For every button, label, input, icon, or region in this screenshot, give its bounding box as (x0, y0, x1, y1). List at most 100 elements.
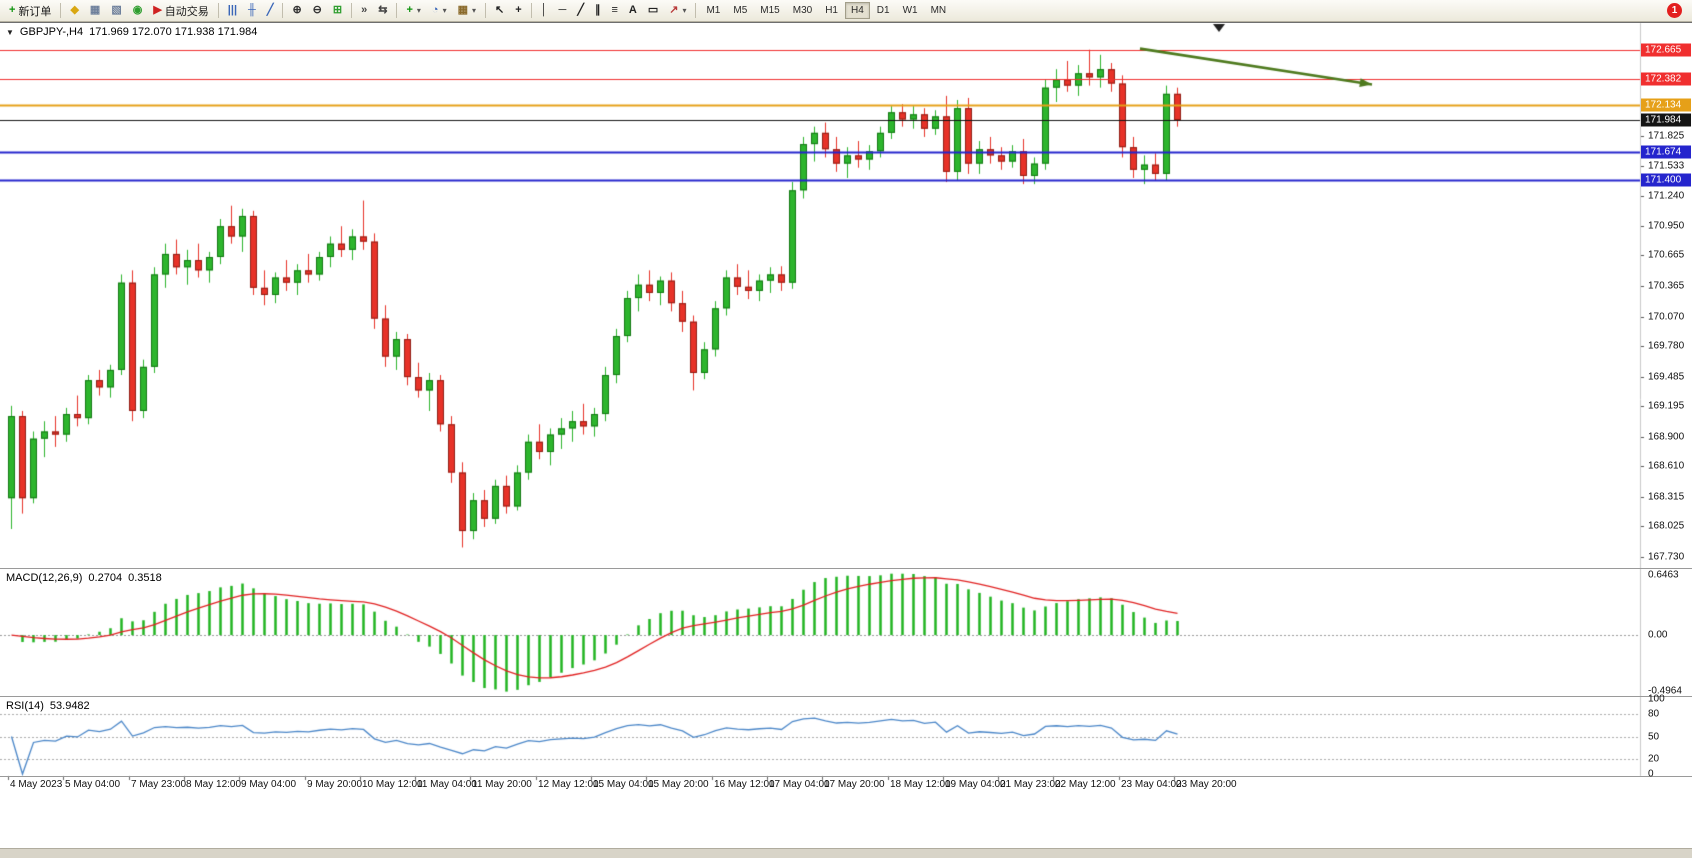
macd-indicator-label: MACD(12,26,9) 0.2704 0.3518 (6, 572, 162, 584)
time-axis-separator (0, 776, 1692, 777)
new-order-button[interactable]: + 新订单 (4, 2, 56, 20)
timeframe-h4-button[interactable]: H4 (844, 2, 870, 19)
text-button[interactable]: A (624, 2, 642, 20)
bar-chart-icon: ||| (227, 4, 238, 16)
price-axis-tick: 168.900 (1648, 431, 1685, 443)
price-axis-tick: 167.730 (1648, 551, 1685, 563)
terminal-icon: ◉ (132, 4, 143, 16)
cursor-button[interactable]: ↖ (490, 2, 509, 20)
window-bottom-edge (0, 848, 1692, 858)
zoom-out-button[interactable]: ⊖ (308, 2, 327, 20)
time-axis-label: 15 May 20:00 (648, 779, 709, 790)
time-axis-label: 5 May 04:00 (65, 779, 121, 790)
equidistant-channel-icon: ∥ (594, 4, 601, 16)
price-axis-tick: 169.485 (1648, 371, 1685, 383)
horizontal-line-icon: ─ (558, 4, 567, 16)
collapse-triangle-icon[interactable]: ▼ (6, 27, 14, 37)
price-axis-tick: 169.780 (1648, 340, 1685, 352)
macd-panel-separator[interactable] (0, 568, 1692, 569)
chart-top-border (0, 22, 1692, 23)
time-axis-label: 8 May 12:00 (186, 779, 242, 790)
macd-name: MACD(12,26,9) (6, 572, 83, 584)
crosshair-icon: + (515, 4, 522, 16)
timeframe-m1-button[interactable]: M1 (700, 2, 726, 19)
macd-value-main: 0.2704 (88, 572, 123, 584)
chart-header: ▼ GBPJPY-,H4 171.969 172.070 171.938 171… (6, 26, 257, 38)
price-tag-support: 171.400 (1641, 173, 1691, 187)
metaeditor-button[interactable]: ◆ (65, 2, 83, 20)
text-label-button[interactable]: ▭ (643, 2, 663, 20)
rsi-value: 53.9482 (49, 700, 90, 712)
zoom-in-button[interactable]: ⊕ (287, 2, 306, 20)
price-tag-current-price: 171.984 (1641, 113, 1691, 127)
time-axis-label: 19 May 04:00 (945, 779, 1006, 790)
price-tag-pivot: 172.134 (1641, 98, 1691, 112)
autotrading-button[interactable]: ▶ 自动交易 (148, 2, 213, 20)
horizontal-line-button[interactable]: ─ (554, 2, 572, 20)
terminal-button[interactable]: ◉ (128, 2, 148, 20)
market-watch-button[interactable]: ▦ (85, 2, 105, 20)
chart-shift-button[interactable]: ⇆ (373, 2, 392, 20)
rsi-indicator-label: RSI(14) 53.9482 (6, 700, 90, 712)
toolbar-separator (60, 3, 62, 18)
toolbar-separator (282, 3, 284, 18)
timeframe-m5-button[interactable]: M5 (727, 2, 753, 19)
auto-scroll-button[interactable]: » (356, 2, 372, 20)
time-axis-label: 7 May 23:00 (131, 779, 187, 790)
dropdown-caret-icon: ▾ (471, 6, 476, 15)
indicators-button[interactable]: + ▾ (401, 2, 425, 20)
candlestick-chart-icon: ╫ (248, 4, 256, 16)
time-axis-label: 4 May 2023 (10, 779, 63, 790)
arrows-button[interactable]: ↗ ▾ (664, 2, 691, 20)
equidistant-channel-button[interactable]: ∥ (590, 2, 606, 20)
indicators-icon: + (406, 4, 413, 16)
timeframe-m30-button[interactable]: M30 (787, 2, 818, 19)
templates-button[interactable]: ▦ ▾ (453, 2, 481, 20)
tile-windows-button[interactable]: ⊞ (328, 2, 347, 20)
zoom-in-icon: ⊕ (292, 4, 302, 16)
price-axis-tick: 171.533 (1648, 160, 1685, 172)
time-axis-label: 17 May 04:00 (769, 779, 830, 790)
price-tag-support: 171.674 (1641, 145, 1691, 159)
bar-chart-button[interactable]: ||| (223, 2, 242, 20)
timeframe-d1-button[interactable]: D1 (871, 2, 896, 19)
line-chart-button[interactable]: ╱ (262, 2, 279, 20)
dropdown-caret-icon: ▾ (442, 6, 447, 15)
vertical-line-icon: │ (540, 4, 548, 16)
timeframe-mn-button[interactable]: MN (925, 2, 953, 19)
price-axis-tick: 168.315 (1648, 491, 1685, 503)
trendline-button[interactable]: ╱ (572, 2, 589, 20)
rsi-panel-separator[interactable] (0, 696, 1692, 697)
toolbar-separator (695, 3, 697, 18)
timeframe-m15-button[interactable]: M15 (754, 2, 785, 19)
fibonacci-button[interactable]: ≡ (606, 2, 622, 20)
toolbar-separator (351, 3, 353, 18)
chart-symbol-period: GBPJPY-,H4 (19, 26, 84, 38)
chart-ohlc-values: 171.969 172.070 171.938 171.984 (89, 26, 258, 38)
time-axis-label: 15 May 04:00 (593, 779, 654, 790)
vertical-line-button[interactable]: │ (536, 2, 553, 20)
market-watch-icon: ▦ (89, 4, 101, 16)
new-order-icon: + (9, 4, 16, 16)
candlestick-chart-button[interactable]: ╫ (243, 2, 261, 20)
notification-badge[interactable]: 1 (1667, 3, 1682, 18)
auto-scroll-icon: » (361, 4, 368, 16)
text-icon: A (628, 4, 637, 16)
timeframe-w1-button[interactable]: W1 (897, 2, 924, 19)
price-axis-tick: 171.240 (1648, 190, 1685, 202)
text-label-icon: ▭ (647, 4, 659, 16)
rsi-axis-label: 100 (1648, 693, 1665, 705)
time-axis-label: 23 May 04:00 (1121, 779, 1182, 790)
time-axis-label: 16 May 12:00 (714, 779, 775, 790)
navigator-button[interactable]: ▧ (106, 2, 126, 20)
time-axis-label: 9 May 20:00 (307, 779, 363, 790)
periods-button[interactable]: ◔ ▾ (427, 2, 452, 20)
price-axis-tick: 170.950 (1648, 220, 1685, 232)
crosshair-button[interactable]: + (510, 2, 526, 20)
cursor-icon: ↖ (495, 4, 505, 16)
toolbar-separator (217, 3, 219, 18)
timeframe-h1-button[interactable]: H1 (819, 2, 844, 19)
zoom-out-icon: ⊖ (312, 4, 322, 16)
